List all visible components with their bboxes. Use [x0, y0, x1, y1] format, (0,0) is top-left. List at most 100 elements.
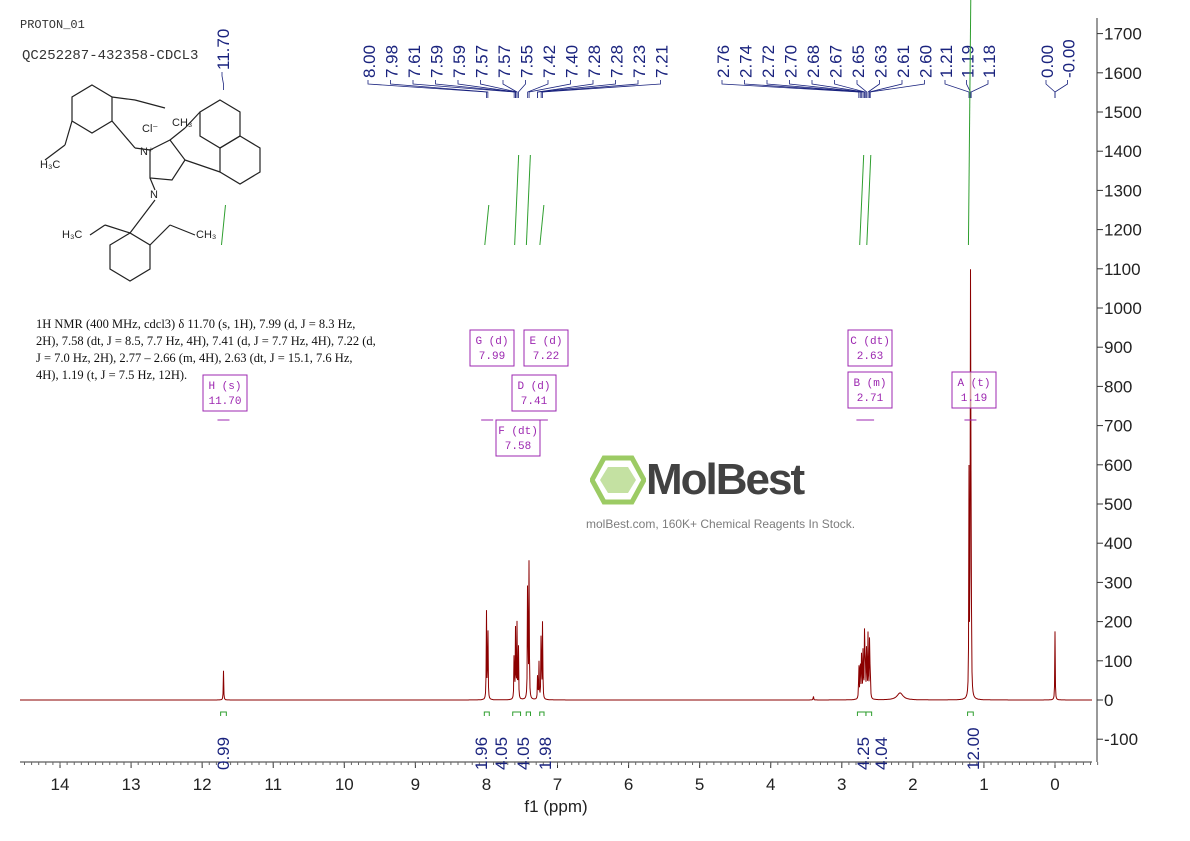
- y-tick-label: -100: [1104, 730, 1138, 749]
- y-tick-label: 100: [1104, 652, 1132, 671]
- integral-value: 12.00: [964, 727, 983, 770]
- y-tick-label: 1100: [1104, 260, 1141, 279]
- peak-label: 7.21: [653, 45, 672, 78]
- y-tick-label: 0: [1104, 691, 1113, 710]
- x-tick-label: 6: [624, 775, 633, 794]
- integral-bracket: [220, 711, 227, 716]
- x-tick-label: 1: [979, 775, 988, 794]
- integral-curve: [866, 154, 872, 246]
- peak-label: 1.19: [959, 45, 978, 78]
- multiplet-label: D (d): [517, 381, 550, 393]
- integral-bracket: [865, 711, 873, 716]
- peak-label: 2.70: [782, 45, 801, 78]
- spectrum-line: [20, 269, 1092, 701]
- multiplet-shift: 7.41: [521, 396, 548, 408]
- peak-label-connector: [970, 80, 989, 98]
- integral-value: 0.99: [214, 737, 233, 770]
- x-tick-label: 13: [122, 775, 141, 794]
- peak-label-connector: [721, 80, 860, 98]
- peak-label: 2.67: [827, 45, 846, 78]
- watermark-logo: MolBest: [646, 455, 805, 504]
- integral-bracket: [483, 711, 490, 716]
- integral-bracket: [525, 711, 532, 716]
- x-tick-label: 9: [411, 775, 420, 794]
- integral-value: 4.04: [872, 737, 891, 770]
- y-tick-label: 200: [1104, 613, 1132, 632]
- y-tick-label: 500: [1104, 495, 1132, 514]
- multiplet-shift: 7.22: [533, 351, 559, 363]
- peak-label: 2.63: [872, 45, 891, 78]
- integral-value: 1.96: [472, 737, 491, 770]
- peak-label-connector: [789, 80, 864, 98]
- x-tick-label: 8: [482, 775, 491, 794]
- x-axis-label: f1 (ppm): [524, 797, 587, 816]
- multiplet-box: [202, 374, 248, 412]
- peak-label: 7.59: [428, 45, 447, 78]
- peak-label-connector: [869, 80, 925, 98]
- molecule-structure: [44, 84, 261, 282]
- y-tick-label: 900: [1104, 338, 1132, 357]
- peak-label: 7.42: [540, 45, 559, 78]
- peak-label-connector: [834, 80, 866, 98]
- peak-label-connector: [1054, 80, 1068, 98]
- integral-curve: [484, 204, 490, 246]
- nmr-description: 1H NMR (400 MHz, cdcl3) δ 11.70 (s, 1H),…: [36, 317, 376, 382]
- integral-curve: [514, 154, 520, 246]
- integral-value: 4.05: [514, 737, 533, 770]
- peak-label: 2.65: [849, 45, 868, 78]
- experiment-name: PROTON_01: [20, 18, 85, 32]
- sample-name: QC252287-432358-CDCL3: [22, 48, 199, 64]
- peak-label: 8.00: [360, 45, 379, 78]
- peak-label: 2.61: [894, 45, 913, 78]
- peak-label-connector: [1045, 80, 1056, 98]
- peak-label-connector: [744, 80, 861, 98]
- peak-label: 7.28: [608, 45, 627, 78]
- x-tick-label: 5: [695, 775, 704, 794]
- peak-label-connector: [856, 80, 868, 98]
- x-tick-label: 12: [193, 775, 212, 794]
- y-tick-label: 1300: [1104, 181, 1142, 200]
- integral-value: 4.25: [854, 737, 873, 770]
- peak-label: 2.76: [714, 45, 733, 78]
- multiplet-shift: 2.63: [857, 351, 883, 363]
- peak-label-connector: [537, 80, 616, 98]
- multiplet-label: B (m): [853, 378, 886, 390]
- x-tick-label: 4: [766, 775, 775, 794]
- x-tick-label: 7: [553, 775, 562, 794]
- y-tick-label: 600: [1104, 456, 1132, 475]
- multiplet-label: E (d): [529, 336, 562, 348]
- ch3-label: CH₃: [172, 117, 192, 129]
- y-tick-label: 800: [1104, 377, 1132, 396]
- peak-label: 7.59: [450, 45, 469, 78]
- y-tick-label: 1400: [1104, 142, 1142, 161]
- integral-curve: [967, 0, 972, 246]
- ch3-label: CH₃: [196, 229, 216, 241]
- peak-label-connector: [527, 80, 549, 98]
- integral-bracket: [539, 711, 545, 716]
- y-tick-label: 1700: [1104, 25, 1142, 44]
- x-tick-label: 10: [335, 775, 354, 794]
- x-tick-label: 3: [837, 775, 846, 794]
- peak-label: 2.74: [737, 45, 756, 78]
- peak-label: -0.00: [1060, 39, 1079, 78]
- peak-label: 1.18: [980, 45, 999, 78]
- x-tick-label: 14: [51, 775, 70, 794]
- peak-label-connector: [367, 80, 487, 98]
- integral-curve: [539, 204, 545, 246]
- peak-label: 0.00: [1038, 45, 1057, 78]
- peak-label: 7.40: [563, 45, 582, 78]
- integral-curve: [859, 154, 865, 246]
- peak-label-connector: [944, 80, 970, 98]
- peak-label-connector: [811, 80, 865, 98]
- molbest-logo-icon: [589, 455, 647, 505]
- integral-bracket: [512, 711, 522, 716]
- nitrogen-label: N: [150, 189, 158, 201]
- multiplet-box: [847, 371, 893, 409]
- multiplet-label: C (dt): [850, 336, 890, 348]
- ch3-label: H₃C: [40, 159, 60, 171]
- multiplet-shift: 2.71: [857, 393, 884, 405]
- peak-label-connector: [867, 80, 880, 98]
- peak-label-connector: [502, 80, 518, 98]
